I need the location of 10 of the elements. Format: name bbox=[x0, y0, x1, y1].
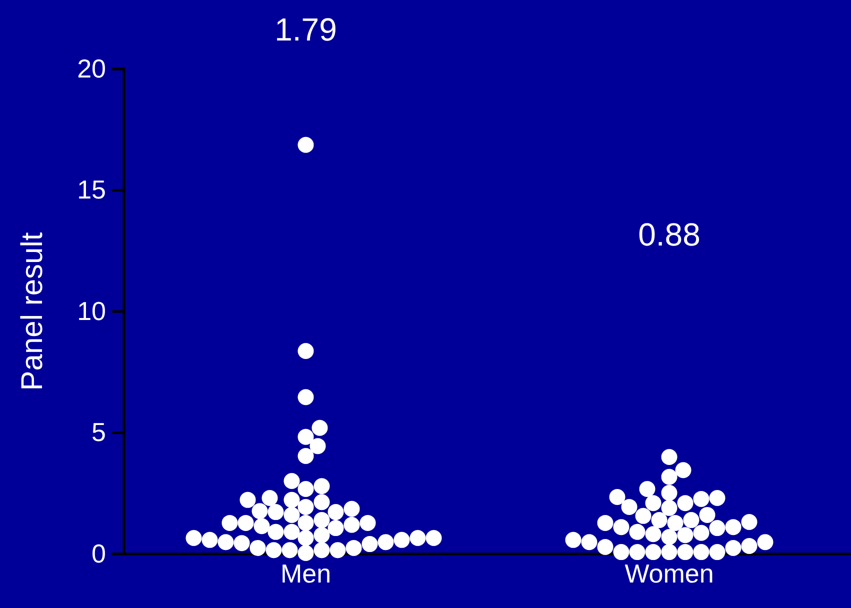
y-axis-title: Panel result bbox=[16, 232, 49, 391]
y-tick-label: 20 bbox=[77, 53, 106, 84]
x-tick-label: Men bbox=[280, 558, 332, 588]
x-tick-label: Women bbox=[624, 558, 714, 588]
y-tick-label: 10 bbox=[77, 296, 106, 326]
y-tick-label: 15 bbox=[77, 174, 106, 205]
y-tick-label: 0 bbox=[92, 538, 106, 568]
annotation: 0.88 bbox=[638, 216, 700, 252]
text: 1.79 bbox=[274, 11, 337, 48]
y-tick-label: 5 bbox=[92, 417, 106, 448]
